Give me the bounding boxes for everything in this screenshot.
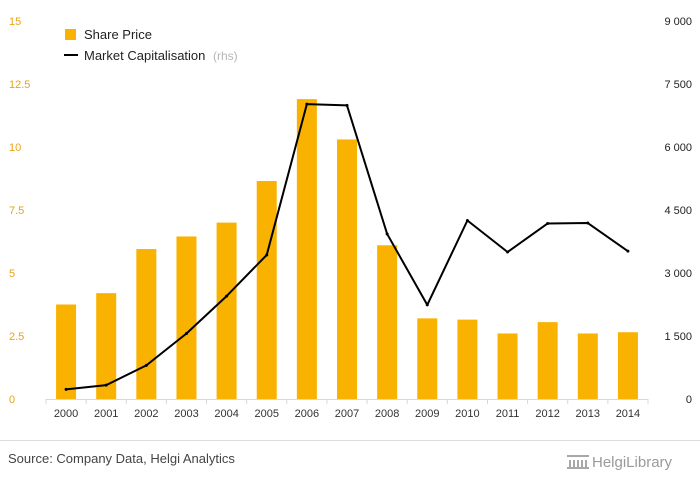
legend-share-price-label: Share Price: [84, 27, 152, 42]
right-tick-label: 4 500: [664, 205, 692, 217]
market-cap-point-2014: [626, 249, 630, 253]
market-cap-point-2002: [144, 363, 148, 367]
x-tick-label-2007: 2007: [335, 408, 359, 420]
x-tick-labels: 2000 2001 2002 2003 2004 2005 2006 2007 2008 2009…: [54, 408, 640, 420]
right-axis-tick-labels: 0 1 500 3 000 4 500 6 000 7 500 9 000: [664, 16, 692, 406]
market-cap-point-2004: [225, 294, 229, 298]
bar-2009: [417, 318, 438, 399]
legend-market-cap-name: Market Capitalisation: [84, 48, 205, 63]
market-cap-point-2003: [184, 331, 188, 335]
market-cap-point-2001: [104, 383, 108, 387]
x-tick-label-2006: 2006: [295, 408, 319, 420]
x-tick-label-2002: 2002: [134, 408, 158, 420]
bar-2011: [497, 333, 518, 399]
bar-2013: [577, 333, 598, 399]
x-tick-marks: [45, 399, 649, 404]
right-tick-label: 1 500: [664, 331, 692, 343]
left-tick-label: 10: [9, 142, 21, 154]
legend: Share Price Market Capitalisation (rhs): [64, 27, 238, 63]
x-tick-label-2005: 2005: [254, 408, 278, 420]
market-cap-point-2006: [305, 102, 309, 106]
market-cap-point-2013: [586, 221, 590, 225]
left-tick-label: 2.5: [9, 331, 24, 343]
left-tick-label: 5: [9, 268, 15, 280]
library-icon: [567, 455, 589, 469]
market-cap-point-2009: [425, 303, 429, 307]
legend-market-cap-label: Market Capitalisation (rhs): [84, 48, 238, 63]
market-cap-point-2008: [385, 232, 389, 236]
bar-2014: [617, 332, 638, 399]
bar-2000: [56, 304, 77, 399]
x-tick-label-2008: 2008: [375, 408, 399, 420]
market-cap-line-layer: [64, 102, 630, 391]
left-tick-label: 12.5: [9, 79, 30, 91]
brand-logo-text: HelgiLibrary: [592, 454, 673, 471]
share-price-bars: [56, 99, 638, 400]
x-tick-label-2014: 2014: [616, 408, 640, 420]
bar-2008: [377, 245, 398, 399]
market-cap-point-2010: [465, 219, 469, 222]
left-axis-tick-labels: 0 2.5 5 7.5 10 12.5 15: [9, 16, 30, 406]
market-cap-point-2000: [64, 387, 68, 391]
market-cap-point-2007: [345, 103, 349, 107]
right-tick-label: 9 000: [664, 16, 692, 28]
x-tick-label-2012: 2012: [535, 408, 559, 420]
x-tick-label-2011: 2011: [496, 408, 520, 420]
bar-2006: [296, 99, 317, 400]
x-tick-label-2013: 2013: [576, 408, 600, 420]
bar-2001: [96, 293, 117, 399]
bar-2002: [136, 249, 157, 399]
bar-2010: [457, 319, 478, 399]
left-tick-label: 7.5: [9, 205, 24, 217]
x-tick-label-2010: 2010: [455, 408, 479, 420]
right-tick-label: 3 000: [664, 268, 692, 280]
legend-share-price-swatch: [65, 29, 76, 40]
bar-2004: [216, 222, 237, 399]
right-tick-label: 7 500: [664, 79, 692, 91]
bar-2005: [256, 181, 277, 399]
right-tick-label: 0: [686, 394, 692, 406]
right-tick-label: 6 000: [664, 142, 692, 154]
x-tick-label-2003: 2003: [174, 408, 198, 420]
source-note: Source: Company Data, Helgi Analytics: [8, 451, 235, 466]
x-tick-label-2004: 2004: [214, 408, 238, 420]
x-tick-label-2009: 2009: [415, 408, 439, 420]
left-tick-label: 0: [9, 394, 15, 406]
x-tick-label-2001: 2001: [94, 408, 118, 420]
bar-2003: [176, 236, 197, 399]
market-cap-point-2012: [546, 221, 550, 225]
left-tick-label: 15: [9, 16, 21, 28]
x-tick-label-2000: 2000: [54, 408, 78, 420]
helgi-library-logo: HelgiLibrary: [567, 454, 673, 471]
bar-2012: [537, 322, 558, 399]
bar-2007: [337, 139, 357, 399]
market-cap-point-2011: [506, 250, 510, 254]
legend-market-cap-suffix: (rhs): [213, 49, 238, 63]
market-cap-point-2005: [265, 253, 269, 257]
